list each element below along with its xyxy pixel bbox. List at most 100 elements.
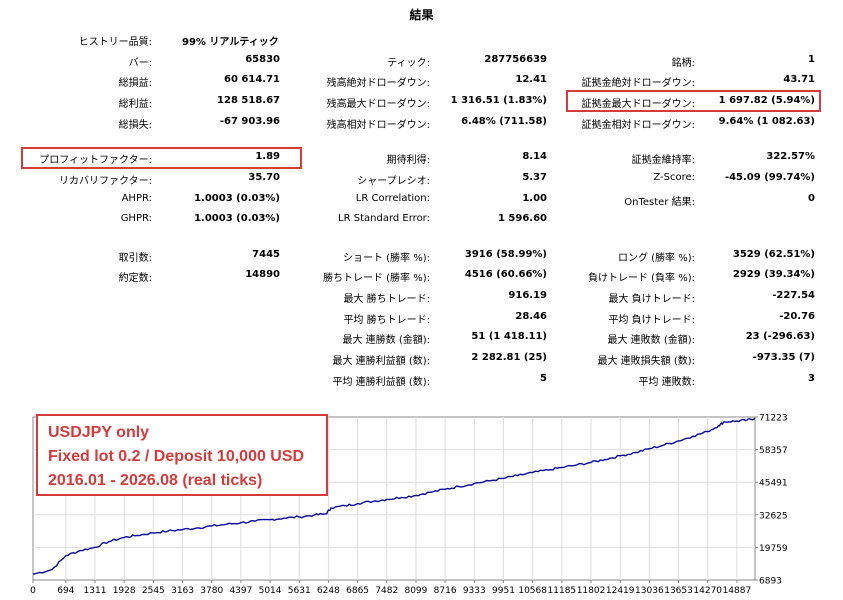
stat-value: 3529 (62.51%) — [732, 249, 815, 260]
stat-label: 平均 連勝利益額 (数): — [332, 377, 430, 388]
x-tick-label: 8716 — [434, 586, 457, 596]
stat-label: LR Correlation: — [355, 193, 430, 204]
stat-value: 12.41 — [515, 74, 547, 85]
stat-value: 6.48% (711.58) — [461, 116, 547, 127]
stat-label: ティック: — [387, 58, 430, 69]
stat-label: ロング (勝率 %): — [617, 253, 695, 264]
stat-label: 証拠金絶対ドローダウン: — [581, 78, 695, 89]
stat-label: 平均 勝ちトレード: — [343, 315, 430, 326]
x-tick-label: 10568 — [518, 586, 547, 596]
stat-label: 約定数: — [118, 273, 152, 284]
stat-label: リカバリファクター: — [59, 176, 152, 187]
y-tick-label: 19759 — [759, 544, 788, 554]
stat-value: 1 — [808, 54, 815, 65]
stat-value: 60 614.71 — [224, 74, 280, 85]
highlight-box-profit-factor — [21, 147, 302, 169]
stat-label: 取引数: — [118, 253, 152, 264]
stat-label: 最大 連敗損失額 (数): — [597, 356, 695, 367]
stat-value: 5 — [540, 373, 547, 384]
stat-label: 勝ちトレード (勝率 %): — [322, 273, 430, 284]
stat-label: 最大 連敗数 (金額): — [607, 335, 695, 346]
x-tick-label: 13036 — [635, 586, 664, 596]
stat-value: -20.76 — [779, 311, 815, 322]
stat-value: 35.70 — [248, 172, 280, 183]
stat-label: プロフィットファクター: — [39, 155, 152, 166]
x-tick-label: 14887 — [723, 586, 752, 596]
stat-value: -227.54 — [772, 290, 815, 301]
stat-label: 証拠金最大ドローダウン: — [581, 99, 695, 110]
stat-label: 最大 負けトレード: — [608, 294, 695, 305]
stat-value: 51 (1 418.11) — [471, 331, 547, 342]
x-tick-label: 5631 — [288, 586, 311, 596]
stat-label: 残高相対ドローダウン: — [326, 120, 430, 131]
stat-value: 128 518.67 — [217, 95, 280, 106]
stat-value: 14890 — [245, 269, 280, 280]
y-tick-label: 71223 — [759, 414, 788, 424]
y-tick-label: 6893 — [759, 577, 782, 587]
stat-value: 7445 — [252, 249, 280, 260]
x-tick-label: 1311 — [84, 586, 107, 596]
x-tick-label: 8099 — [404, 586, 427, 596]
stat-label: 証拠金相対ドローダウン: — [581, 120, 695, 131]
x-tick-label: 6865 — [346, 586, 369, 596]
stat-value: -45.09 (99.74%) — [724, 172, 815, 183]
report-title: 結果 — [409, 8, 434, 22]
x-tick-label: 9333 — [463, 586, 486, 596]
stat-value: 99% リアルティック — [182, 37, 279, 48]
stat-label: 総利益: — [118, 99, 152, 110]
stat-value: 28.46 — [515, 311, 547, 322]
x-tick-label: 14270 — [693, 586, 722, 596]
x-tick-label: 9951 — [492, 586, 515, 596]
x-tick-label: 13653 — [664, 586, 693, 596]
stat-value: 916.19 — [508, 290, 547, 301]
stat-value: 3 — [808, 373, 815, 384]
stat-label: ヒストリー品質: — [78, 37, 152, 48]
stat-value: 1 596.60 — [497, 213, 547, 224]
stat-label: 平均 連敗数: — [638, 377, 695, 388]
stat-value: 0 — [808, 193, 815, 204]
x-tick-label: 7482 — [375, 586, 398, 596]
stat-label: 銘柄: — [671, 58, 695, 69]
stat-value: 9.64% (1 082.63) — [718, 116, 815, 127]
x-tick-label: 3163 — [171, 586, 194, 596]
x-tick-label: 0 — [30, 586, 36, 596]
x-tick-label: 5014 — [259, 586, 282, 596]
stat-value: 322.57% — [766, 151, 815, 162]
y-tick-label: 45491 — [759, 479, 788, 489]
stat-value: 65830 — [245, 54, 280, 65]
stat-value: 43.71 — [783, 74, 815, 85]
stat-label: 残高最大ドローダウン: — [326, 99, 430, 110]
stat-value: 287756639 — [484, 54, 547, 65]
note-line-lot-deposit: Fixed lot 0.2 / Deposit 10,000 USD — [48, 448, 305, 465]
highlight-box-max-equity-drawdown — [566, 90, 821, 112]
stat-label: OnTester 結果: — [624, 197, 695, 208]
x-tick-label: 3780 — [200, 586, 223, 596]
x-tick-label: 12419 — [606, 586, 635, 596]
stat-label: シャープレシオ: — [357, 176, 430, 187]
note-box: USDJPY only Fixed lot 0.2 / Deposit 10,0… — [36, 414, 328, 496]
balance-chart: 6893 19759 32625 45491 58357 71223 0 694 1311 192… — [0, 410, 843, 600]
stat-value: 8.14 — [522, 151, 547, 162]
x-tick-label: 1928 — [113, 586, 136, 596]
stat-label: ショート (勝率 %): — [342, 253, 430, 264]
stat-value: 23 (-296.63) — [745, 331, 815, 342]
stat-label: 証拠金維持率: — [631, 155, 695, 166]
stat-label: LR Standard Error: — [338, 213, 430, 224]
stat-label: 総損失: — [118, 120, 152, 131]
stat-label: Z-Score: — [653, 172, 695, 183]
stat-value: 1.0003 (0.03%) — [194, 213, 280, 224]
stat-label: 最大 連勝利益額 (数): — [332, 356, 430, 367]
stat-value: 1.89 — [255, 151, 280, 162]
stat-label: 最大 連勝数 (金額): — [342, 335, 430, 346]
stat-value: 1.00 — [522, 193, 547, 204]
stat-value: 2 282.81 (25) — [471, 352, 547, 363]
stat-label: GHPR: — [120, 213, 152, 224]
x-tick-label: 11802 — [577, 586, 606, 596]
balance-line — [32, 417, 756, 575]
stat-value: -67 903.96 — [219, 116, 280, 127]
stat-label: 負けトレード (負率 %): — [587, 273, 695, 284]
y-tick-label: 58357 — [759, 446, 788, 456]
stat-value: 5.37 — [522, 172, 547, 183]
stat-label: 期待利得: — [386, 155, 430, 166]
x-tick-label: 2545 — [142, 586, 165, 596]
